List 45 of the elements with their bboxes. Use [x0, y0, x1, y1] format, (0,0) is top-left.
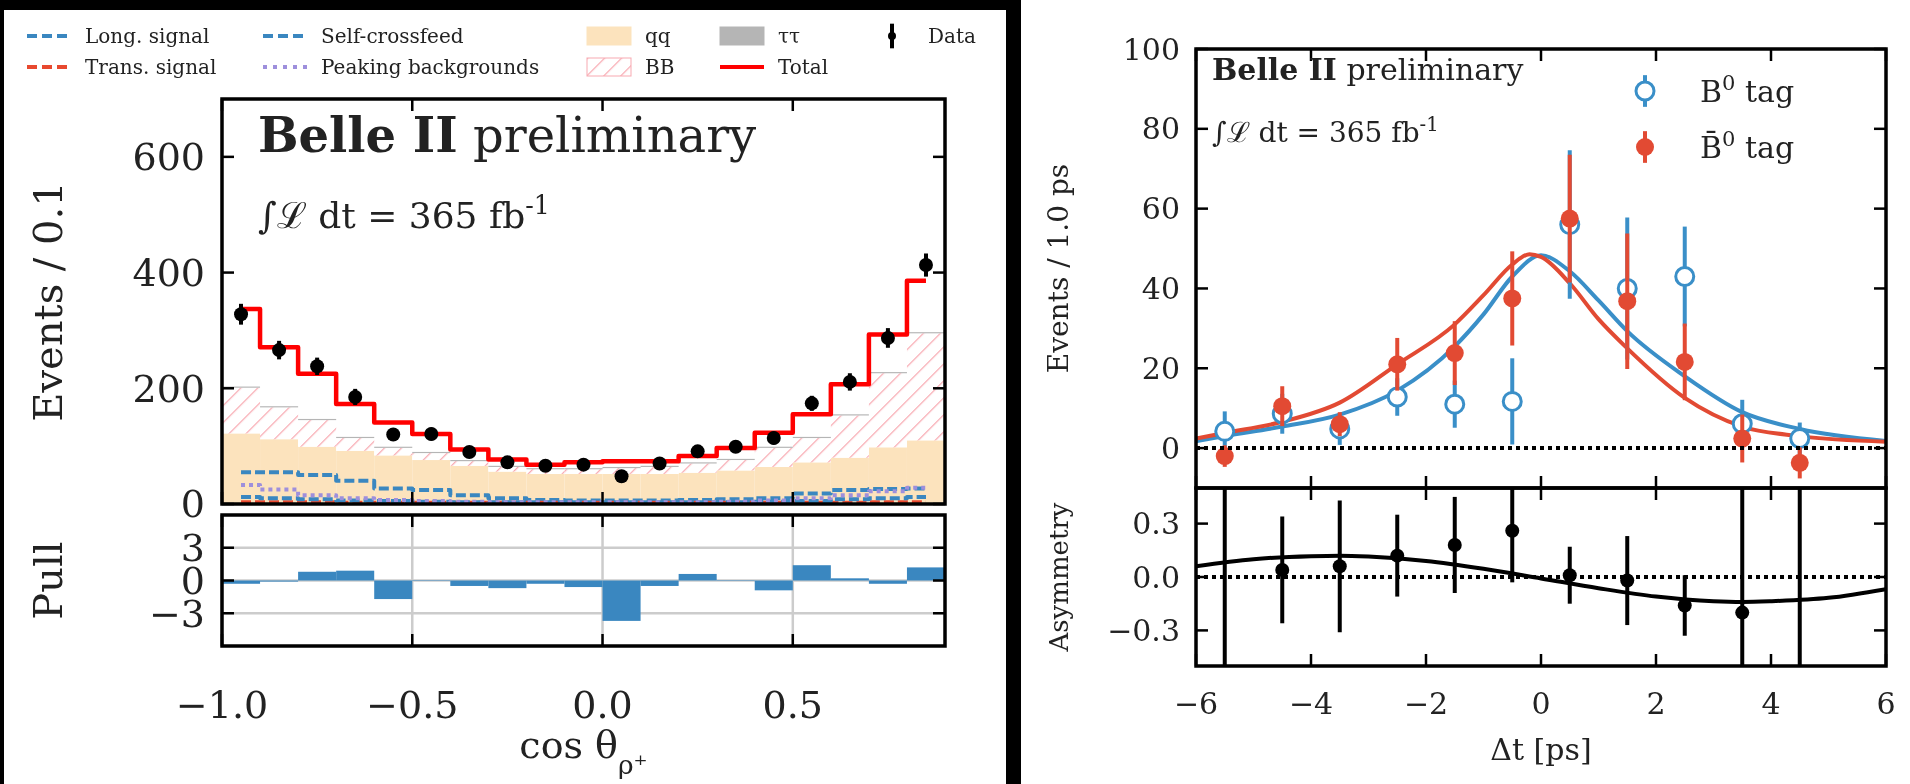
y-tick-label: −0.3 [1107, 612, 1180, 648]
y-tick-label: 0.3 [1132, 506, 1180, 542]
annotation: preliminary [1336, 52, 1524, 87]
x-tick-label: 6 [1876, 686, 1896, 721]
x-tick-label: 0.5 [762, 683, 824, 727]
annotation: ∫ℒ dt = 365 fb$^{-1}$ [258, 190, 550, 236]
y-tick-label: 80 [1141, 111, 1180, 147]
legend-label: BB [645, 55, 675, 79]
y-tick-label: 60 [1141, 191, 1180, 227]
annotation: preliminary [457, 107, 757, 163]
x-tick-label: 2 [1646, 686, 1666, 721]
x-tick-label: −4 [1288, 686, 1334, 721]
y-axis-title: Pull [25, 541, 71, 620]
y-tick-label: 0.0 [1132, 559, 1180, 595]
annotation: ∫ℒ dt = 365 fb$^{-1}$ [1212, 112, 1439, 149]
legend-label: Data [928, 24, 976, 48]
annotation: Belle II [1212, 52, 1337, 87]
y-axis-title: Asymmetry [1044, 502, 1074, 653]
x-tick-label: −6 [1173, 686, 1219, 721]
y-tick-label: 400 [132, 250, 205, 295]
legend-label: B$^{0}$ tag [1700, 71, 1795, 109]
y-axis-title: Events / 0.1 [25, 181, 71, 422]
x-tick-label: −1.0 [175, 683, 269, 727]
y-tick-label: 200 [132, 366, 205, 411]
y-axis-title: Events / 1.0 ps [1042, 163, 1075, 374]
legend-label: qq [645, 24, 671, 48]
x-tick-label: −2 [1403, 686, 1449, 721]
y-tick-label: 40 [1141, 270, 1180, 306]
legend-label: B̄$^{0}$ tag [1700, 127, 1795, 165]
legend-label: Total [778, 55, 829, 79]
x-tick-label: 4 [1761, 686, 1781, 721]
legend-label: ττ [778, 24, 801, 48]
y-tick-label: 0 [1160, 430, 1180, 466]
y-tick-label: 20 [1141, 350, 1180, 386]
legend-label: Trans. signal [85, 55, 217, 79]
y-tick-label: 600 [132, 135, 205, 180]
annotation: Belle II [258, 107, 458, 163]
y-tick-label: 100 [1122, 31, 1180, 67]
x-axis-title: Δt [ps] [1490, 732, 1592, 767]
y-tick-label: 0 [180, 482, 205, 527]
legend-label: Self-crossfeed [321, 24, 464, 48]
legend-label: Long. signal [85, 24, 210, 48]
x-tick-label: 0 [1531, 686, 1551, 721]
x-tick-label: −0.5 [366, 683, 459, 727]
legend-label: Peaking backgrounds [321, 55, 540, 79]
